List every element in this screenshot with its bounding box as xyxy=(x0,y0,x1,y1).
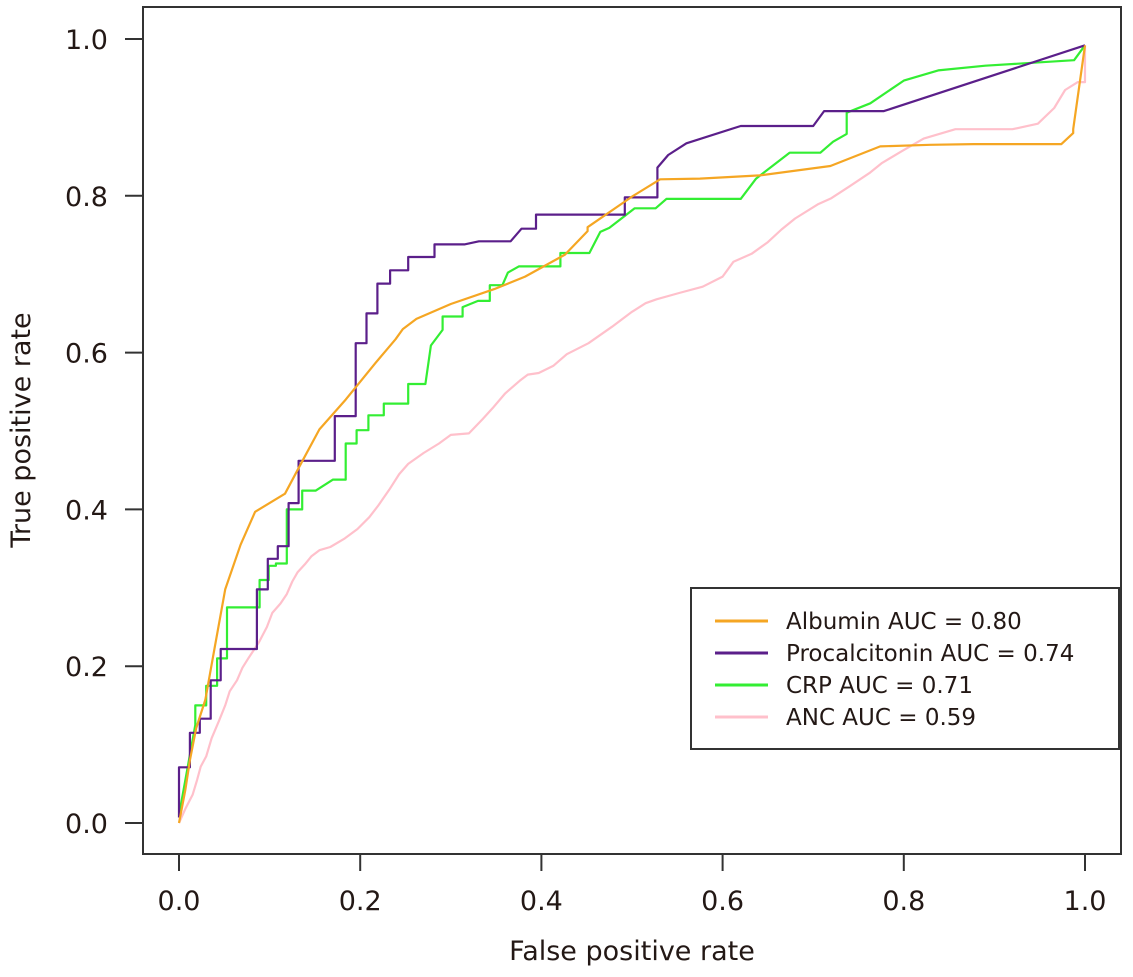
x-tick-label: 0.4 xyxy=(520,886,563,917)
y-axis-title: True positive rate xyxy=(6,312,37,548)
x-tick-label: 0.2 xyxy=(339,886,382,917)
plot-frame xyxy=(142,6,1122,855)
series-line-crp xyxy=(177,44,1086,816)
x-tick-label: 0.8 xyxy=(882,886,925,917)
x-tick-label: 1.0 xyxy=(1064,886,1107,917)
series-line-anc xyxy=(177,45,1087,824)
y-tick-label: 0.8 xyxy=(65,182,108,213)
x-axis-title: False positive rate xyxy=(509,936,755,967)
y-tick-label: 1.0 xyxy=(65,25,108,56)
series-line-albumin xyxy=(177,45,1087,824)
y-tick-label: 0.2 xyxy=(65,652,108,683)
series-layer xyxy=(177,44,1087,824)
y-axis: 0.0 0.2 0.4 0.6 0.8 1.0 xyxy=(65,25,143,840)
series-line-procalcitonin xyxy=(177,44,1086,818)
legend-label-albumin: Albumin AUC = 0.80 xyxy=(786,609,1022,635)
legend-label-crp: CRP AUC = 0.71 xyxy=(786,673,973,699)
legend-label-procalcitonin: Procalcitonin AUC = 0.74 xyxy=(786,641,1074,667)
y-tick-label: 0.4 xyxy=(65,495,108,526)
y-tick-label: 0.6 xyxy=(65,339,108,370)
legend: Albumin AUC = 0.80 Procalcitonin AUC = 0.… xyxy=(690,587,1120,750)
legend-label-anc: ANC AUC = 0.59 xyxy=(786,705,976,731)
x-tick-label: 0.0 xyxy=(158,886,201,917)
x-tick-label: 0.6 xyxy=(701,886,744,917)
x-axis: 0.0 0.2 0.4 0.6 0.8 1.0 xyxy=(158,854,1107,917)
y-tick-label: 0.0 xyxy=(65,809,108,840)
legend-box xyxy=(690,587,1120,750)
